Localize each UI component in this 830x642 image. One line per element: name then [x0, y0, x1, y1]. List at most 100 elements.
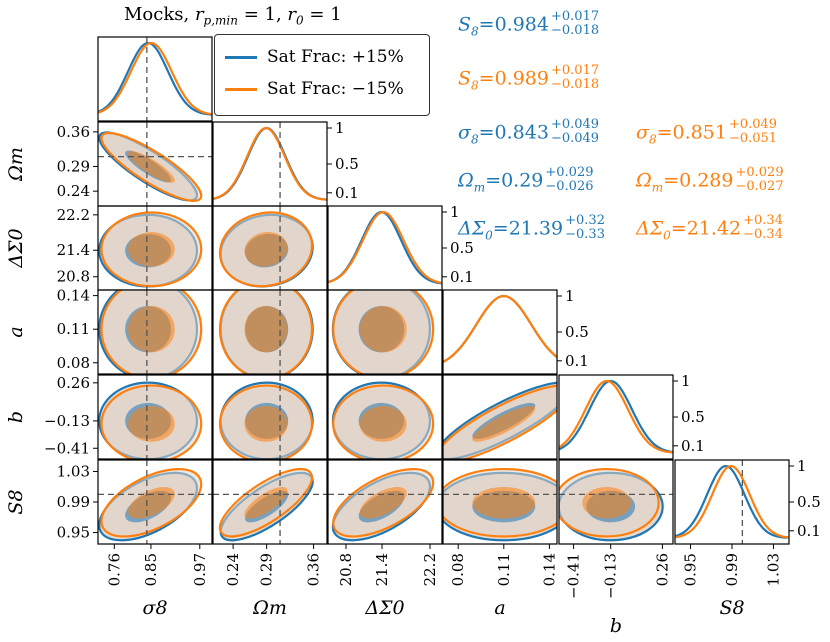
xtick-label-S8-1: 0.99: [723, 553, 741, 586]
legend-item-minus: Sat Frac: −15%: [225, 79, 404, 99]
annotation-orange-2: Ωm=0.289 +0.029 −0.027: [636, 165, 784, 195]
panel-S8-a: [443, 467, 557, 542]
marginal-tick-label-3-0: 0.1: [565, 352, 589, 370]
marginal-tick-label-3-1: 0.5: [565, 323, 589, 341]
legend-item-plus: Sat Frac: +15%: [225, 47, 404, 67]
panel-a-a: [443, 294, 557, 364]
contour-inner-b-omegam-1: [244, 405, 288, 442]
xtick-label-dsigma0-2: 22.2: [421, 553, 439, 586]
marginal-tick-label-2-2: 1: [450, 203, 460, 221]
xtick-label-b-2: 0.26: [653, 553, 671, 586]
legend-line-blue: [225, 56, 257, 59]
panel-frame-3-1: [212, 289, 328, 375]
panel-frame-5-3: [442, 459, 558, 545]
panel-frame-3-2: [327, 289, 443, 375]
xlabel-dsigma0: ΔΣ0: [364, 597, 404, 619]
marginal-tick-label-4-1: 0.5: [681, 408, 705, 426]
xtick-label-S8-2: 1.03: [764, 553, 782, 586]
marginal-curve-S8-0: [675, 464, 788, 539]
annotation-orange-3: ΔΣ0=21.42 +0.34 −0.34: [636, 213, 783, 243]
marginal-curve-a-1: [443, 294, 557, 364]
xtick-label-a-1: 0.11: [495, 553, 513, 586]
panel-b-dsigma0: [331, 381, 435, 459]
panel-sigma8-sigma8: [98, 37, 212, 121]
ylabel-a: a: [5, 326, 27, 337]
annotation-blue-3: ΔΣ0=21.39 +0.32 −0.33: [458, 213, 605, 243]
panel-S8-dsigma0: [328, 467, 442, 542]
marginal-curve-sigma8-0: [98, 41, 212, 116]
ytick-label-omegam-1: 0.29: [57, 157, 90, 175]
marginal-tick-label-4-2: 1: [681, 372, 691, 390]
marginal-curve-omegam-0: [213, 126, 327, 201]
ylabel-omegam: Ωm: [5, 147, 27, 182]
xlabel-b: b: [610, 615, 622, 637]
contour-inner-a-dsigma0-1: [359, 306, 407, 353]
ytick-label-S8-2: 1.03: [57, 462, 90, 480]
marginal-curve-dsigma0-0: [328, 210, 442, 285]
contour-inner-dsigma0-omegam-1: [244, 232, 288, 267]
panel-a-dsigma0: [331, 290, 435, 374]
marginal-tick-label-1-0: 0.1: [335, 184, 359, 202]
marginal-tick-label-1-1: 0.5: [335, 155, 359, 173]
annotation-blue-1: σ8=0.843 +0.049 −0.049: [458, 117, 600, 147]
panel-a-sigma8: [98, 290, 203, 374]
annotation-orange-0: S8=0.989 +0.017 −0.018: [458, 63, 600, 93]
xtick-label-sigma8-0: 0.76: [105, 553, 123, 586]
xtick-label-omegam-1: 0.29: [258, 553, 276, 586]
contour-inner-omegam-sigma8-1: [127, 151, 175, 183]
ytick-label-b-0: −0.41: [44, 439, 90, 457]
marginal-tick-label-5-1: 0.5: [797, 493, 821, 511]
xtick-label-S8-0: 0.95: [682, 553, 700, 586]
panel-frame-4-4: [558, 374, 674, 460]
contour-inner-b-dsigma0-1: [359, 405, 407, 442]
panel-S8-b: [559, 467, 673, 542]
contour-inner-a-sigma8-1: [127, 306, 175, 353]
legend: Sat Frac: +15% Sat Frac: −15%: [214, 34, 430, 116]
ytick-label-a-1: 0.11: [57, 320, 90, 338]
panel-omegam-omegam: [213, 122, 327, 206]
legend-line-orange: [225, 88, 257, 91]
ytick-label-omegam-0: 0.24: [57, 182, 90, 200]
panel-frame-5-2: [327, 459, 443, 545]
marginal-curve-b-0: [559, 379, 673, 454]
contour-inner-S8-dsigma0-1: [359, 486, 407, 519]
xtick-label-a-0: 0.08: [449, 553, 467, 586]
marginal-curve-b-1: [559, 379, 673, 454]
marginal-tick-label-1-2: 1: [335, 119, 345, 137]
xtick-label-dsigma0-1: 21.4: [373, 553, 391, 586]
panel-dsigma0-omegam: [218, 206, 314, 290]
contour-inner-b-sigma8-1: [127, 405, 175, 442]
panel-frame-0-0: [97, 36, 213, 122]
panel-frame-5-4: [558, 459, 674, 545]
panel-frame-4-3: [442, 374, 558, 460]
xtick-label-a-2: 0.14: [540, 553, 558, 586]
panel-frame-3-0: [97, 289, 213, 375]
panel-frame-4-1: [212, 374, 328, 460]
xlabel-sigma8: σ8: [142, 597, 167, 619]
contour-inner-dsigma0-sigma8-1: [127, 232, 175, 267]
ytick-label-b-1: −0.13: [44, 412, 90, 430]
ytick-label-a-2: 0.14: [57, 287, 90, 305]
ytick-label-b-2: 0.26: [57, 374, 90, 392]
marginal-tick-label-4-0: 0.1: [681, 437, 705, 455]
contour-inner-S8-a-1: [472, 486, 536, 519]
panel-dsigma0-dsigma0: [328, 210, 442, 285]
ytick-label-S8-1: 0.99: [57, 493, 90, 511]
ytick-label-a-0: 0.08: [57, 354, 90, 372]
panel-dsigma0-sigma8: [98, 206, 203, 290]
contour-inner-b-a-1: [472, 405, 536, 442]
ytick-label-dsigma0-2: 22.2: [57, 206, 90, 224]
panel-frame-4-0: [97, 374, 213, 460]
ytick-label-dsigma0-1: 21.4: [57, 241, 90, 259]
panel-S8-S8: [675, 460, 789, 544]
panel-b-sigma8: [98, 375, 203, 459]
ylabel-b: b: [5, 411, 27, 423]
panel-b-omegam: [218, 375, 314, 459]
marginal-tick-label-2-1: 0.5: [450, 239, 474, 257]
ytick-label-dsigma0-0: 20.8: [57, 268, 90, 286]
panel-omegam-sigma8: [98, 122, 212, 206]
xtick-label-dsigma0-0: 20.8: [337, 553, 355, 586]
xlabel-omegam: Ωm: [252, 597, 287, 619]
annotation-orange-1: σ8=0.851 +0.049 −0.051: [636, 117, 778, 147]
